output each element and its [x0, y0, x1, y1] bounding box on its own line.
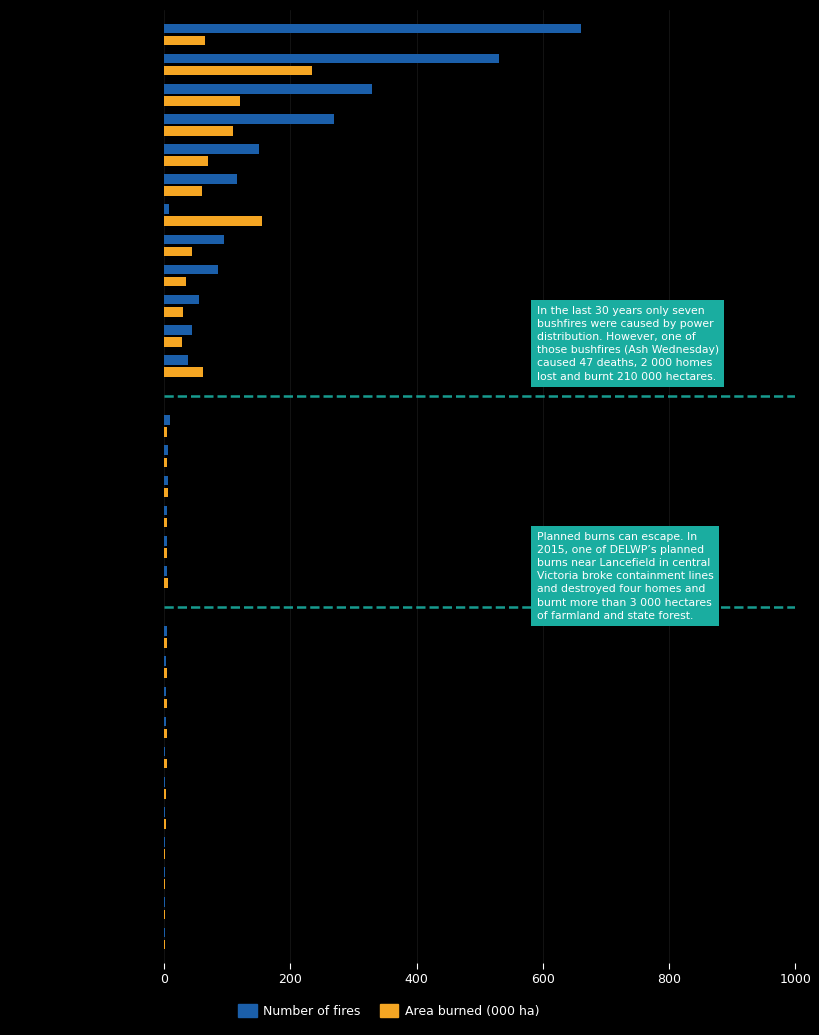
Bar	[164, 35, 205, 46]
Bar	[164, 518, 167, 528]
Bar	[164, 626, 166, 635]
Bar	[164, 156, 208, 166]
Bar	[164, 579, 168, 588]
Bar	[164, 276, 186, 287]
Bar	[164, 789, 165, 799]
Bar	[164, 367, 203, 377]
Bar	[164, 487, 168, 497]
Bar	[164, 295, 198, 304]
Bar	[164, 96, 239, 106]
Text: In the last 30 years only seven
bushfires were caused by power
distribution. How: In the last 30 years only seven bushfire…	[536, 305, 717, 382]
Bar	[164, 457, 166, 467]
Bar	[164, 686, 165, 697]
Bar	[164, 656, 165, 667]
Bar	[164, 639, 167, 648]
Bar	[164, 777, 165, 787]
Bar	[164, 337, 182, 347]
Bar	[164, 235, 224, 244]
Legend: Number of fires, Area burned (000 ha): Number of fires, Area burned (000 ha)	[233, 1000, 543, 1023]
Bar	[164, 246, 192, 257]
Bar	[164, 819, 165, 829]
Bar	[164, 216, 261, 226]
Bar	[164, 910, 165, 919]
Bar	[164, 355, 188, 364]
Bar	[164, 669, 166, 678]
Bar	[164, 126, 233, 136]
Bar	[164, 807, 165, 817]
Bar	[164, 716, 165, 727]
Bar	[164, 144, 259, 154]
Bar	[164, 548, 166, 558]
Bar	[164, 114, 334, 123]
Bar	[164, 837, 165, 847]
Bar	[164, 186, 201, 196]
Bar	[164, 729, 166, 738]
Bar	[164, 880, 165, 889]
Bar	[164, 66, 312, 76]
Bar	[164, 699, 167, 708]
Bar	[164, 325, 192, 334]
Bar	[164, 476, 168, 485]
Bar	[164, 265, 217, 274]
Bar	[164, 759, 166, 769]
Bar	[164, 427, 167, 437]
Bar	[164, 174, 237, 184]
Bar	[164, 850, 165, 859]
Bar	[164, 306, 183, 317]
Bar	[164, 566, 166, 575]
Bar	[164, 84, 372, 93]
Bar	[164, 204, 169, 214]
Bar	[164, 415, 170, 425]
Bar	[164, 506, 167, 515]
Bar	[164, 536, 167, 545]
Bar	[164, 867, 165, 877]
Bar	[164, 747, 165, 757]
Bar	[164, 445, 168, 455]
Bar	[164, 54, 498, 63]
Text: Planned burns can escape. In
2015, one of DELWP’s planned
burns near Lancefield : Planned burns can escape. In 2015, one o…	[536, 532, 713, 621]
Bar	[164, 24, 580, 33]
